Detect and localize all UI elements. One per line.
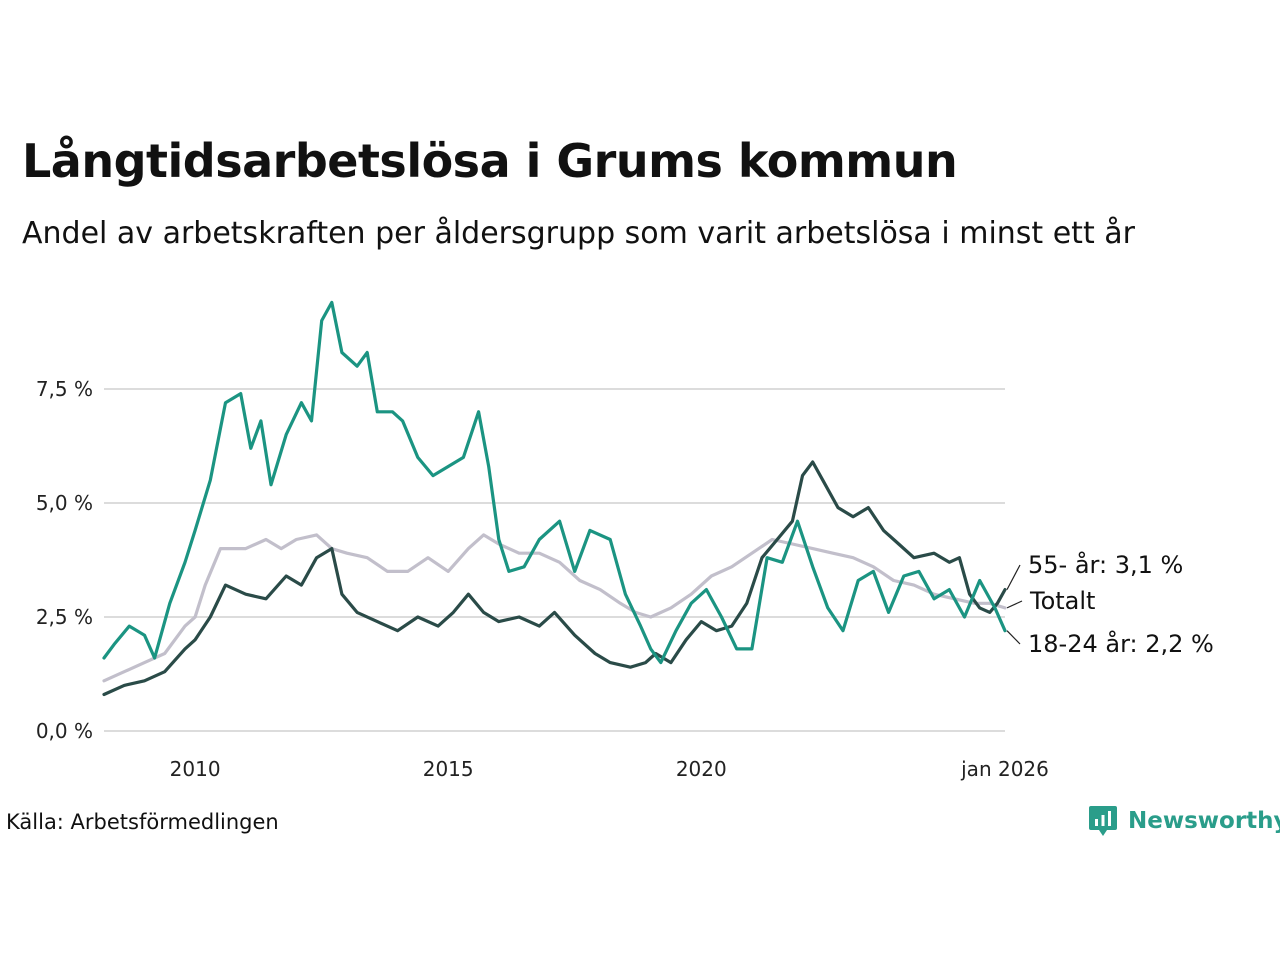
series-lines — [102, 300, 1007, 697]
series-line-totalt — [102, 533, 1007, 683]
x-tick-label: 2020 — [676, 757, 727, 781]
newsworthy-logo-icon — [1089, 806, 1117, 836]
leader-line — [1006, 600, 1023, 609]
x-tick-label: jan 2026 — [960, 757, 1049, 781]
brand-logo[interactable]: Newsworthy — [1088, 804, 1280, 838]
x-tick-label: 2015 — [423, 757, 474, 781]
chart-subtitle: Andel av arbetskraften per åldersgrupp s… — [22, 216, 1135, 251]
series-line-55-r — [102, 460, 1007, 697]
x-tick-label: 2010 — [170, 757, 221, 781]
end-label-totalt: Totalt — [1029, 587, 1095, 615]
y-tick-label: 5,0 % — [36, 491, 93, 515]
series-line-18-24-r — [102, 300, 1007, 665]
y-tick-label: 2,5 % — [36, 605, 93, 629]
leader-line — [1006, 564, 1021, 590]
gridlines — [104, 388, 1005, 732]
end-labels: Totalt 55- år: 3,1 % 18-24 år: 2,2 % — [1006, 550, 1214, 658]
axis-ticks: 0,0 % 2,5 % 5,0 % 7,5 % 2010 2015 2020 jan 2026 — [36, 377, 1049, 781]
y-tick-label: 0,0 % — [36, 719, 93, 743]
chart-title: Långtidsarbetslösa i Grums kommun — [22, 134, 958, 188]
end-label-18-24-r: 18-24 år: 2,2 % — [1028, 629, 1214, 658]
y-tick-label: 7,5 % — [36, 377, 93, 401]
leader-line — [1006, 630, 1021, 645]
brand-name: Newsworthy — [1128, 808, 1280, 834]
source-note: Källa: Arbetsförmedlingen — [6, 810, 279, 834]
end-label-55-r: 55- år: 3,1 % — [1028, 550, 1183, 579]
